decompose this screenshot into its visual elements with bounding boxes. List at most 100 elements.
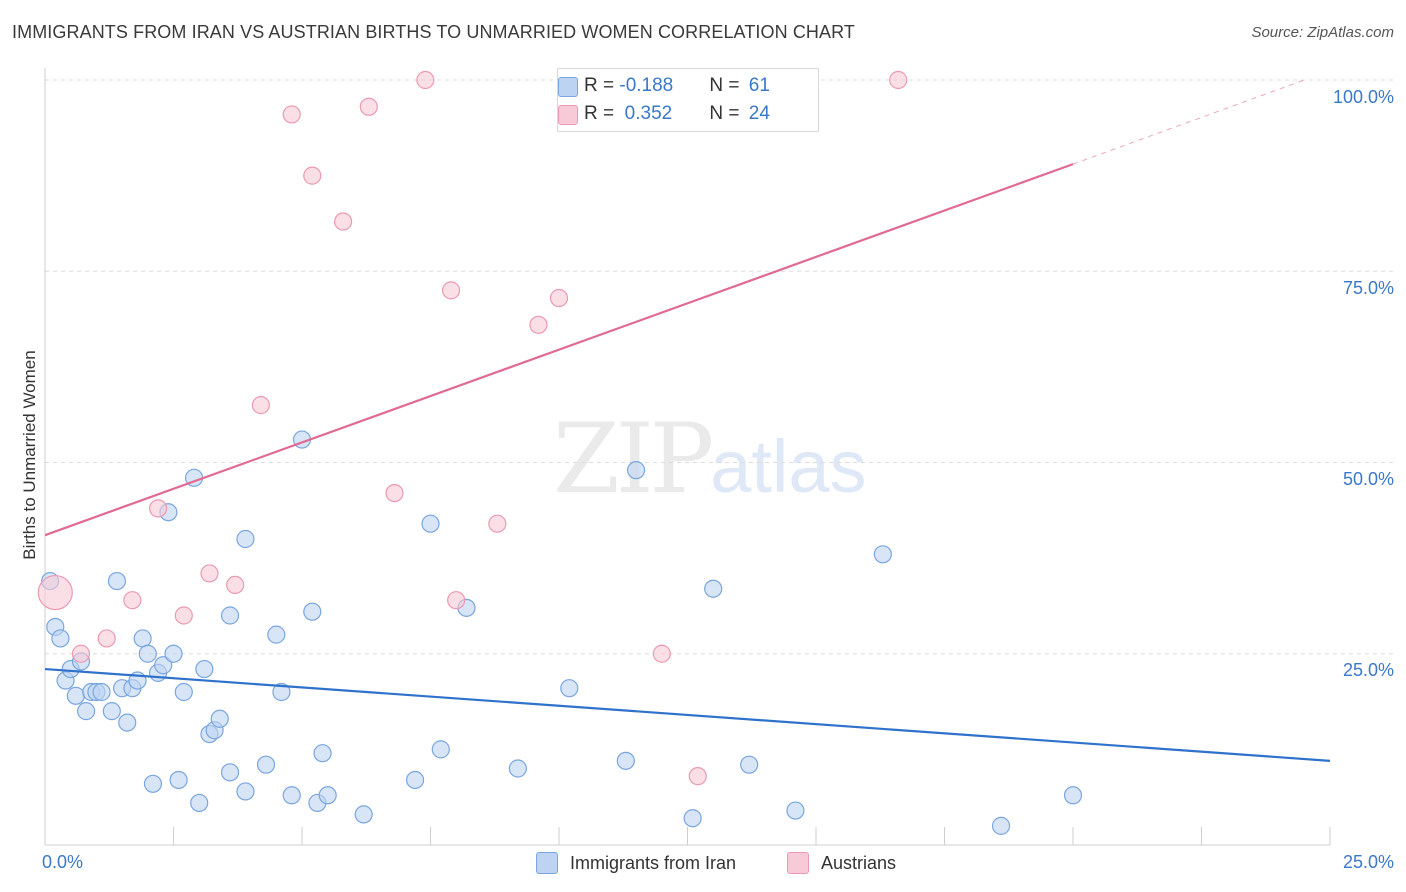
point-iran — [256, 755, 276, 774]
legend-n-value-austrians: 24 — [748, 103, 770, 124]
point-iran — [272, 682, 291, 702]
point-iran — [195, 659, 214, 679]
point-iran — [169, 770, 188, 790]
point-iran — [102, 702, 121, 721]
point-iran — [51, 629, 70, 648]
legend-n-label: N = — [709, 103, 745, 124]
point-iran — [421, 514, 440, 533]
legend-row-austrians: R = 0.352 N = 24 — [558, 101, 770, 127]
point-iran — [282, 786, 301, 805]
point-austrians — [549, 288, 569, 308]
legend-swatch-iran — [536, 852, 558, 874]
point-austrians — [174, 606, 193, 625]
legend-label-iran: Immigrants from Iran — [570, 852, 737, 873]
correlation-legend: R = -0.188 N = 61 R = 0.352 N = 24 — [557, 68, 819, 132]
point-iran — [354, 805, 373, 824]
point-iran — [873, 545, 892, 564]
chart-title: IMMIGRANTS FROM IRAN VS AUSTRIAN BIRTHS … — [12, 22, 855, 42]
point-iran — [991, 816, 1011, 835]
point-iran — [92, 682, 111, 702]
y-axis-label: Births to Unmarried Women — [20, 350, 39, 560]
point-iran — [164, 644, 183, 663]
legend-item-austrians: Austrians — [787, 852, 896, 874]
point-iran — [303, 602, 322, 621]
legend-n-value-iran: 61 — [748, 75, 770, 96]
point-austrians — [447, 591, 466, 610]
point-austrians — [303, 166, 322, 185]
point-iran — [508, 759, 527, 778]
point-austrians — [488, 514, 507, 533]
point-austrians — [200, 564, 219, 583]
point-iran — [220, 763, 240, 782]
point-austrians — [529, 315, 548, 334]
point-iran — [138, 644, 157, 663]
legend-r-value-austrians: 0.352 — [619, 103, 673, 124]
legend-label-austrians: Austrians — [821, 852, 897, 873]
point-iran — [154, 656, 173, 675]
point-iran — [133, 629, 152, 648]
point-iran — [107, 571, 127, 591]
point-iran — [174, 682, 193, 702]
point-austrians — [652, 644, 671, 663]
legend-swatch-iran — [558, 77, 578, 97]
point-iran — [210, 709, 229, 728]
y-tick-label-100: 100.0% — [1332, 87, 1394, 107]
legend-swatch-austrians — [787, 852, 809, 874]
legend-r-label: R = — [584, 75, 620, 96]
point-austrians — [282, 105, 301, 124]
zipatlas-watermark: ZIPatlas — [553, 403, 867, 515]
point-iran — [190, 793, 209, 813]
point-iran — [118, 713, 137, 732]
point-iran — [318, 786, 337, 805]
point-iran — [786, 801, 805, 820]
point-iran — [626, 461, 646, 480]
legend-row-iran: R = -0.188 N = 61 — [558, 73, 770, 99]
legend-r-value-iran: -0.188 — [619, 75, 674, 96]
series-legend: Immigrants from Iran Austrians — [0, 852, 1406, 878]
legend-item-iran: Immigrants from Iran — [536, 852, 736, 874]
point-austrians — [226, 575, 245, 595]
point-iran — [267, 625, 286, 644]
point-iran — [704, 579, 723, 598]
point-iran — [405, 770, 425, 790]
trendline-iran — [44, 667, 1331, 762]
watermark-zip: ZIP — [553, 403, 714, 515]
point-iran — [431, 740, 450, 759]
trendline-extension-austrians — [1072, 79, 1305, 165]
source-credit: Source: ZipAtlas.com — [1251, 24, 1394, 41]
point-iran — [77, 702, 96, 721]
point-austrians — [71, 644, 91, 663]
point-austrians — [416, 70, 435, 90]
point-iran — [616, 751, 635, 770]
point-austrians — [688, 767, 707, 786]
point-austrians — [385, 484, 404, 503]
point-austrians — [97, 629, 116, 648]
point-iran — [1063, 786, 1083, 805]
legend-r-label: R = — [584, 103, 620, 124]
legend-n-label: N = — [709, 75, 745, 96]
point-iran — [236, 782, 255, 801]
watermark-atlas: atlas — [710, 425, 867, 508]
x-tick-label-max: 25.0% — [1342, 852, 1394, 872]
point-iran — [66, 686, 85, 705]
point-austrians — [334, 212, 353, 231]
point-iran — [683, 809, 702, 828]
legend-swatch-austrians — [558, 105, 578, 125]
point-austrians — [889, 70, 908, 90]
point-iran — [740, 755, 759, 774]
y-tick-label-25: 25.0% — [1342, 660, 1394, 680]
point-austrians — [441, 281, 461, 300]
trendline-austrians — [44, 163, 1074, 537]
point-austrians — [359, 97, 378, 116]
point-iran — [560, 679, 579, 698]
y-tick-label-50: 50.0% — [1342, 469, 1394, 489]
point-austrians — [123, 591, 142, 610]
x-tick-label-min: 0.0% — [42, 852, 84, 872]
point-austrians — [37, 574, 73, 611]
point-iran — [220, 606, 240, 625]
y-tick-label-75: 75.0% — [1342, 278, 1394, 298]
point-iran — [143, 774, 163, 793]
point-iran — [313, 744, 332, 763]
point-austrians — [251, 396, 270, 415]
